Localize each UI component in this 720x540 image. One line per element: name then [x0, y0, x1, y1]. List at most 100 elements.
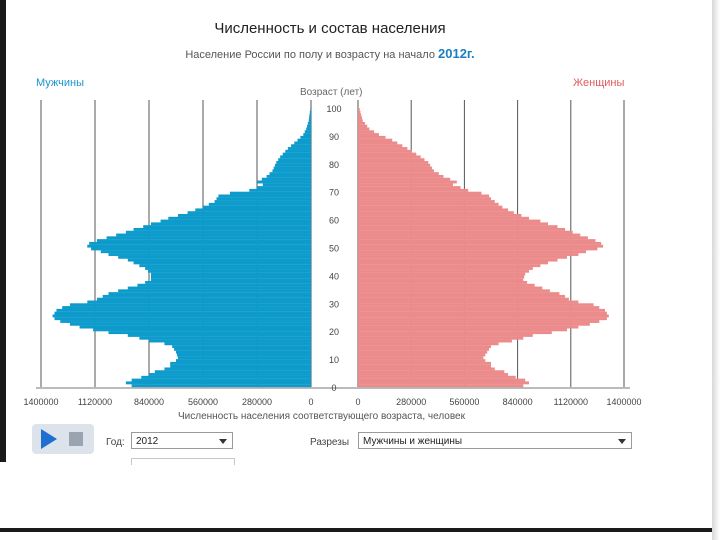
- bar-women: [358, 113, 362, 117]
- bar-women: [358, 172, 439, 176]
- bar-women: [358, 333, 533, 337]
- bar-men: [309, 110, 311, 114]
- bar-men: [56, 308, 311, 312]
- bar-men: [306, 127, 311, 131]
- bar-men: [208, 202, 311, 206]
- bar-men: [269, 172, 311, 176]
- bar-men: [91, 247, 312, 251]
- bar-women: [358, 130, 375, 134]
- bar-women: [358, 303, 594, 307]
- bar-women: [358, 183, 453, 187]
- slices-select[interactable]: Мужчины и женщины: [358, 432, 632, 449]
- bar-women: [358, 347, 490, 351]
- bar-men: [52, 314, 311, 318]
- bar-men: [307, 124, 311, 128]
- bar-men: [287, 147, 311, 150]
- bar-men: [143, 225, 311, 229]
- bar-women: [358, 297, 569, 301]
- x-axis-title: Численность населения соответствующего в…: [178, 411, 465, 422]
- bar-men: [278, 158, 311, 162]
- year-select[interactable]: 2012: [131, 432, 233, 449]
- bar-men: [106, 236, 311, 240]
- bar-men: [272, 169, 311, 173]
- bar-men: [133, 227, 311, 231]
- bar-women: [358, 289, 550, 293]
- age-tick-label: 50: [329, 244, 339, 254]
- bar-men: [285, 149, 311, 153]
- bar-men: [249, 188, 311, 192]
- x-tick-label-right: 560000: [449, 397, 479, 407]
- bar-men: [177, 356, 311, 360]
- bar-men: [266, 174, 311, 178]
- chart-subtitle: Население России по полу и возрасту на н…: [0, 46, 660, 61]
- bar-men: [118, 255, 312, 259]
- age-tick-label: 10: [329, 355, 339, 365]
- x-tick-label-left: 1400000: [23, 397, 58, 407]
- legend-women: Женщины: [573, 77, 625, 89]
- bar-women: [358, 300, 579, 304]
- age-tick-label: 0: [331, 383, 336, 393]
- bar-men: [87, 244, 312, 248]
- bar-women: [358, 227, 566, 231]
- bar-men: [297, 138, 311, 142]
- bar-women: [358, 174, 444, 178]
- bar-women: [358, 267, 533, 270]
- bar-women: [358, 350, 488, 354]
- bar-men: [54, 311, 311, 315]
- bar-men: [276, 161, 311, 164]
- bar-women: [358, 336, 524, 340]
- x-tick-label-left: 1120000: [78, 397, 112, 407]
- bar-men: [102, 294, 311, 298]
- play-icon[interactable]: [41, 429, 57, 449]
- bar-men: [150, 222, 311, 226]
- bar-men: [308, 119, 311, 123]
- bar-women: [358, 364, 491, 368]
- chevron-down-icon: [219, 439, 227, 444]
- bar-men: [154, 370, 311, 374]
- x-tick-label-right: 0: [355, 397, 360, 407]
- bar-women: [358, 320, 600, 323]
- slices-select-value: Мужчины и женщины: [363, 436, 463, 447]
- bar-men: [141, 375, 311, 379]
- bar-men: [127, 258, 312, 262]
- bar-men: [87, 300, 312, 304]
- bar-women: [358, 219, 541, 223]
- bar-women: [358, 214, 522, 217]
- age-tick-label: 40: [329, 271, 339, 281]
- bar-men: [160, 219, 311, 223]
- bar-women: [358, 339, 512, 343]
- bar-men: [176, 359, 311, 362]
- bar-men: [149, 339, 311, 343]
- bar-men: [273, 166, 311, 170]
- bar-women: [358, 124, 368, 128]
- bar-women: [358, 264, 541, 268]
- population-pyramid-chart: 0 10 20 30 40 50 60 70 80 90 100 1400000 1120000 8400…: [23, 100, 642, 407]
- bar-men: [150, 275, 311, 279]
- bar-men: [282, 152, 311, 156]
- bar-men: [69, 303, 311, 307]
- bar-women: [358, 222, 548, 226]
- bar-men: [177, 214, 311, 217]
- bar-men: [309, 116, 311, 120]
- bar-women: [358, 292, 560, 296]
- bar-women: [358, 149, 412, 153]
- bar-men: [304, 130, 311, 134]
- bar-men: [203, 205, 311, 209]
- bar-men: [131, 378, 311, 382]
- bar-women: [358, 359, 486, 362]
- right-frame: [712, 0, 720, 540]
- bar-men: [137, 283, 311, 287]
- bar-women: [358, 108, 360, 111]
- year-select-value: 2012: [136, 436, 159, 447]
- stop-icon[interactable]: [69, 432, 83, 446]
- bar-women: [358, 322, 590, 326]
- bar-women: [358, 275, 525, 279]
- bar-women: [358, 331, 552, 335]
- x-tick-label-left: 840000: [134, 397, 164, 407]
- bottom-frame: [0, 528, 720, 532]
- bar-men: [108, 331, 311, 335]
- bar-men: [310, 108, 311, 111]
- bar-men: [125, 381, 311, 385]
- x-tick-label-right: 280000: [396, 397, 426, 407]
- bar-men: [93, 328, 311, 332]
